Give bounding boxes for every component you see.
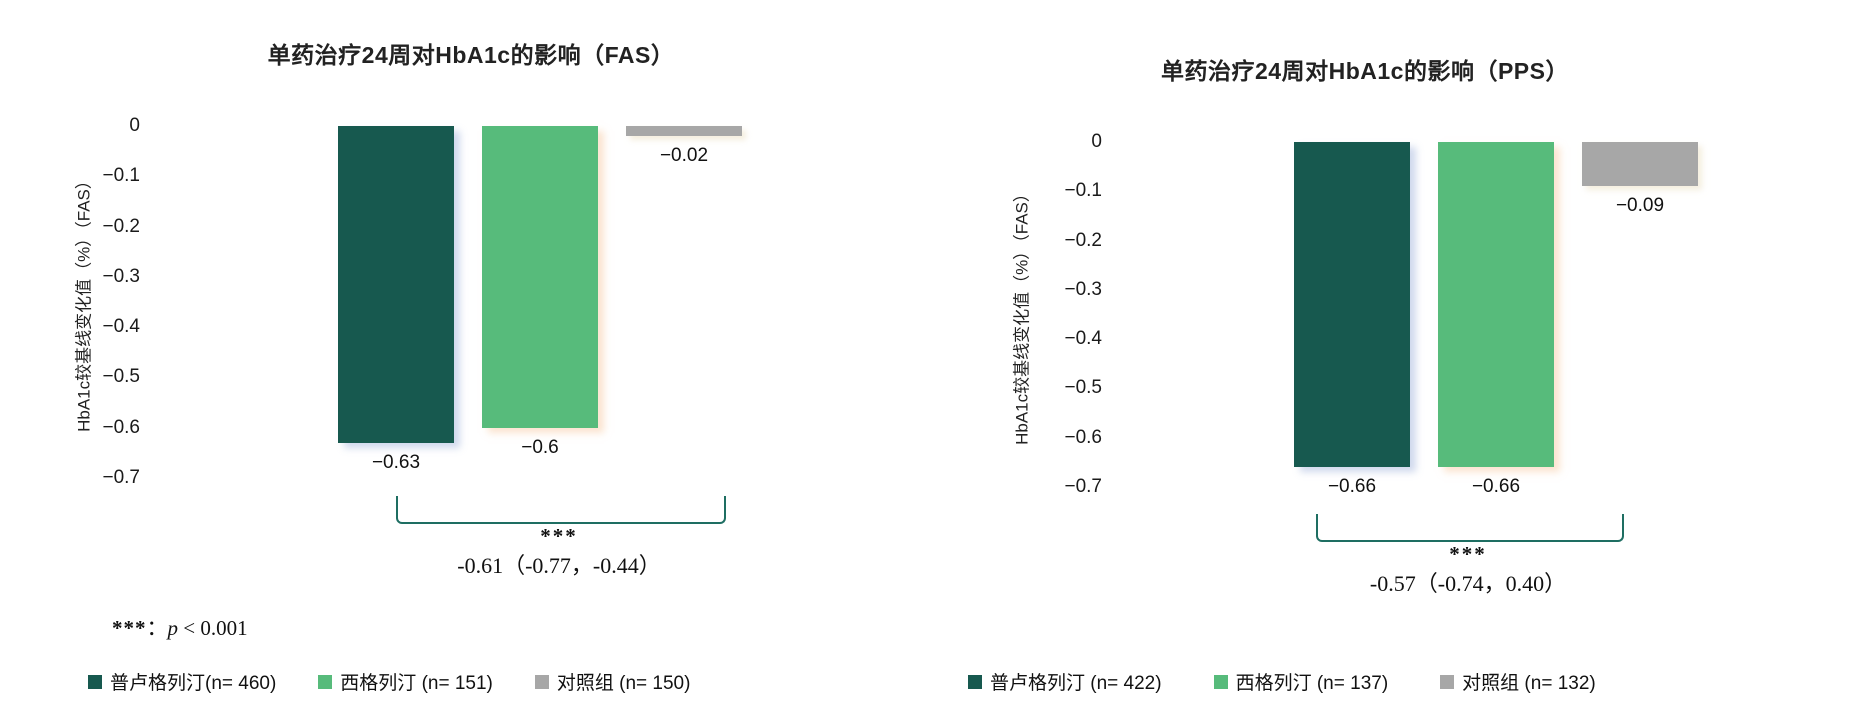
- bar-value-label: −0.66: [1471, 476, 1521, 497]
- bar-series-1: [338, 126, 454, 443]
- significance-footnote: ***：p < 0.001: [112, 612, 248, 642]
- chart-title: 单药治疗24周对HbA1c的影响（PPS）: [1161, 58, 1569, 84]
- y-tick-label: 0: [129, 115, 140, 136]
- legend-label: 西格列汀 (n= 137): [1235, 673, 1389, 694]
- y-tick-label: −0.3: [1064, 278, 1102, 300]
- legend-label: 对照组 (n= 132): [1462, 673, 1596, 694]
- bar-series-3: [626, 126, 742, 136]
- bar-series-1: [1294, 142, 1410, 467]
- bar-value-label: −0.66: [1327, 476, 1377, 497]
- bar-value-label: −0.63: [371, 452, 421, 473]
- legend-swatch: [1213, 674, 1228, 689]
- legend-item: 西格列汀 (n= 151): [318, 668, 493, 695]
- chart-title: 单药治疗24周对HbA1c的影响（FAS）: [267, 42, 675, 68]
- legend-item: 对照组 (n= 132): [1440, 668, 1596, 695]
- comparison-bracket: [1316, 514, 1624, 542]
- y-tick-label: −0.2: [1064, 229, 1102, 251]
- y-tick-label: −0.4: [1064, 328, 1102, 350]
- chart-panel-pps: 单药治疗24周对HbA1c的影响（PPS） HbA1c较基线变化值（%）（FAS…: [932, 0, 1864, 722]
- y-tick-label: −0.4: [102, 316, 140, 338]
- legend-swatch: [1440, 674, 1455, 689]
- legend-label: 西格列汀 (n= 151): [340, 673, 493, 694]
- bar-series-3: [1582, 142, 1698, 186]
- footnote-p: p: [167, 616, 179, 640]
- y-tick-label: −0.5: [1064, 377, 1102, 399]
- footnote-threshold: < 0.001: [178, 616, 248, 640]
- comparison-bracket: [396, 496, 726, 524]
- y-tick-label: −0.6: [1064, 426, 1102, 448]
- y-tick-label: 0: [1091, 131, 1102, 152]
- legend-item: 普卢格列汀 (n= 422): [968, 668, 1162, 695]
- y-tick-label: −0.7: [102, 466, 140, 488]
- y-tick-label: −0.3: [102, 265, 140, 287]
- bar-value-label: −0.09: [1615, 195, 1665, 216]
- bar-value-label: −0.02: [659, 145, 709, 166]
- comparison-ci-text: -0.61（-0.77，-0.44）: [457, 553, 661, 578]
- legend-item: 普卢格列汀(n= 460): [88, 668, 276, 695]
- legend-item: 对照组 (n= 150): [534, 668, 691, 695]
- legend-swatch: [534, 674, 549, 689]
- bar-value-label: −0.6: [521, 437, 559, 458]
- y-tick-label: −0.7: [1064, 475, 1102, 497]
- footnote-stars: ***: [112, 616, 147, 640]
- legend: 普卢格列汀(n= 460) 西格列汀 (n= 151) 对照组 (n= 150): [88, 668, 690, 695]
- y-tick-label: −0.2: [102, 215, 140, 237]
- legend-swatch: [318, 674, 333, 689]
- y-axis-ticks: 0 −0.1 −0.2 −0.3 −0.4 −0.5 −0.6 −0.7: [0, 114, 140, 490]
- significance-stars: ***: [540, 524, 578, 548]
- bar-series-2: [482, 126, 598, 428]
- legend-label: 普卢格列汀(n= 460): [110, 673, 277, 694]
- chart-panel-fas: 单药治疗24周对HbA1c的影响（FAS） HbA1c较基线变化值（%）（FAS…: [0, 42, 780, 695]
- y-tick-label: −0.5: [102, 366, 140, 388]
- legend-swatch: [968, 674, 982, 689]
- legend-swatch: [88, 674, 102, 689]
- legend-label: 对照组 (n= 150): [556, 673, 691, 694]
- plot-area: −0.63 −0.6 −0.02: [160, 126, 780, 558]
- legend: 普卢格列汀 (n= 422) 西格列汀 (n= 137) 对照组 (n= 132): [968, 668, 1596, 695]
- legend-item: 西格列汀 (n= 137): [1213, 668, 1389, 695]
- y-tick-label: −0.6: [102, 416, 140, 438]
- y-tick-label: −0.1: [1064, 180, 1102, 202]
- y-tick-label: −0.1: [102, 165, 140, 187]
- y-axis-ticks: 0 −0.1 −0.2 −0.3 −0.4 −0.5 −0.6 −0.7: [932, 130, 1102, 499]
- footnote-colon: ：: [146, 616, 168, 640]
- significance-stars: ***: [1449, 542, 1487, 566]
- comparison-ci-text: -0.57（-0.74，0.40）: [1369, 571, 1567, 596]
- plot-area: −0.66 −0.66 −0.09: [1116, 142, 1736, 567]
- bar-series-2: [1438, 142, 1554, 467]
- legend-label: 普卢格列汀 (n= 422): [990, 673, 1162, 694]
